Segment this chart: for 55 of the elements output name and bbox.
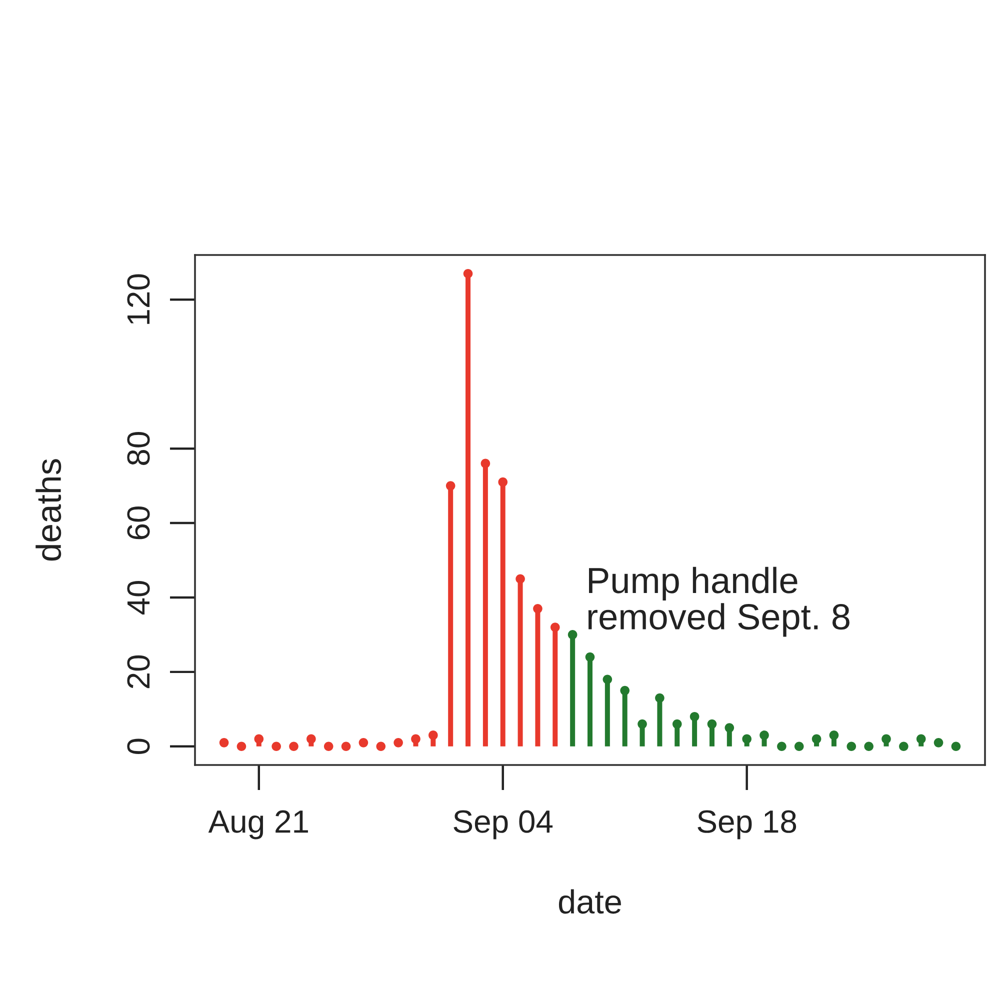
point (219, 738, 229, 748)
point (934, 738, 944, 748)
point (707, 719, 717, 729)
point (306, 734, 316, 744)
point (655, 693, 664, 703)
point (672, 719, 682, 729)
point (864, 742, 874, 752)
point (916, 734, 926, 744)
x-tick-label: Sep 18 (698, 810, 796, 840)
point (516, 574, 525, 584)
point (236, 742, 246, 752)
point (638, 719, 647, 729)
point (446, 481, 456, 490)
point (289, 742, 298, 752)
point (358, 738, 368, 748)
x-tick-label: Sep 04 (454, 810, 553, 840)
point (620, 686, 630, 696)
point (742, 734, 752, 744)
point (272, 742, 281, 752)
point (794, 742, 804, 752)
y-tick-label: 80 (127, 432, 150, 465)
point (777, 742, 786, 752)
point (585, 652, 595, 662)
point (602, 674, 612, 684)
y-tick-label: 0 (127, 738, 150, 754)
point (951, 742, 961, 752)
point (411, 734, 420, 744)
point (724, 723, 734, 732)
y-axis-title: deaths (36, 459, 62, 561)
point (463, 268, 473, 278)
point (533, 604, 542, 614)
x-axis-title: date (558, 889, 621, 914)
point (394, 738, 403, 748)
point (882, 734, 891, 744)
point (324, 742, 334, 752)
point (480, 458, 490, 468)
point (498, 477, 508, 487)
point (341, 742, 351, 752)
point (254, 734, 264, 744)
y-tick-label: 120 (127, 274, 150, 324)
y-tick-label: 20 (127, 655, 150, 688)
x-tick-label: Aug 21 (208, 810, 308, 840)
point (568, 630, 578, 640)
point (760, 730, 769, 740)
point (690, 712, 700, 722)
point (376, 742, 386, 752)
y-tick-label: 40 (127, 580, 150, 615)
point (899, 742, 908, 752)
point (846, 742, 856, 752)
y-tick-label: 60 (127, 506, 150, 540)
point (812, 734, 822, 744)
point (550, 622, 560, 632)
point (829, 730, 839, 740)
point (428, 730, 438, 740)
annotation: Pump handle removed Sept. 8 (588, 566, 850, 637)
